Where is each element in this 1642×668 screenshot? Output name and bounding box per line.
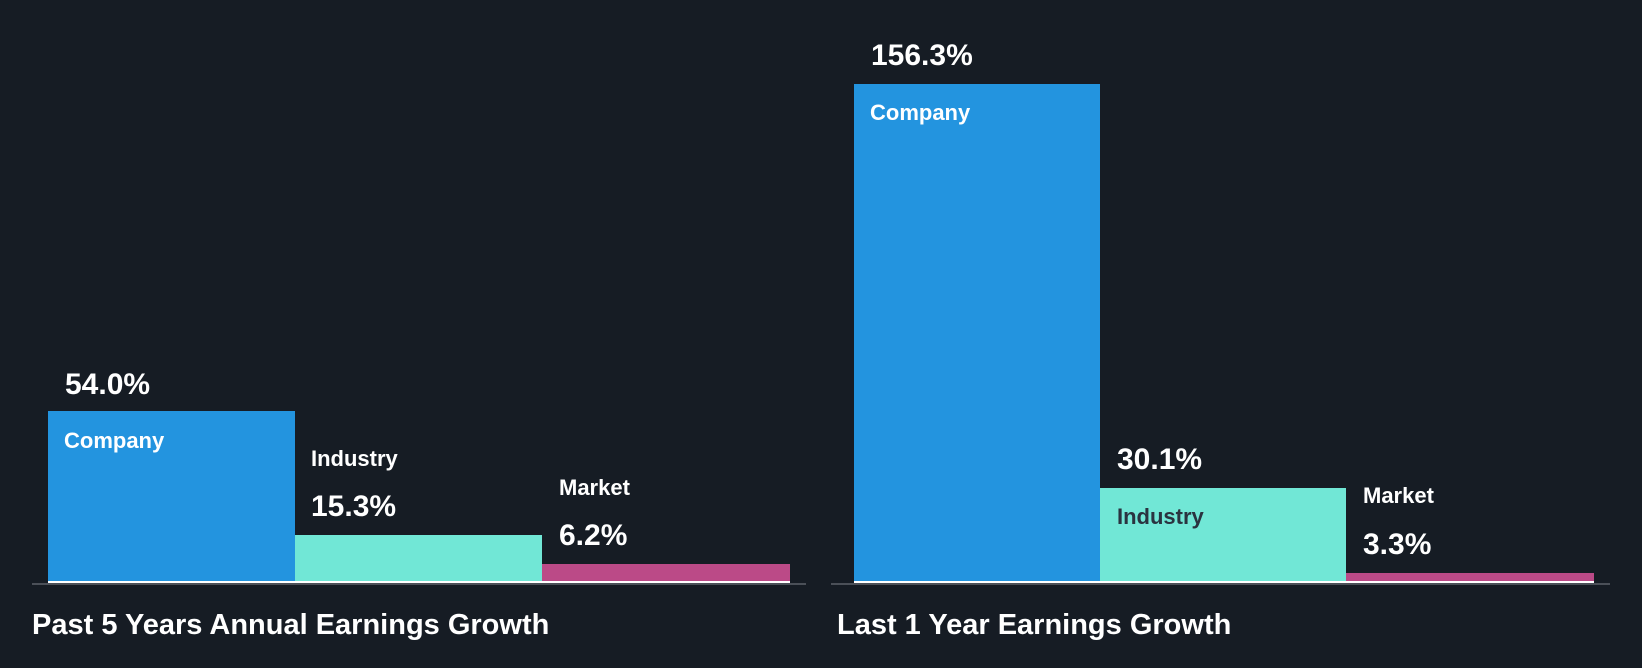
bar-company [854, 84, 1100, 581]
x-axis-baseline [32, 583, 806, 585]
bar-label-company: Company [64, 428, 165, 453]
chart-last-1-year: 156.3% Company 30.1% Industry Market 3.3… [821, 0, 1642, 668]
x-axis-baseline [831, 583, 1610, 585]
bar-label-market: Market [1363, 483, 1434, 508]
value-label-company: 156.3% [871, 39, 973, 72]
chart-title: Last 1 Year Earnings Growth [837, 609, 1232, 641]
bars-baseline [854, 581, 1594, 583]
chart-past-5-years: 54.0% Company Industry 15.3% Market 6.2%… [32, 368, 806, 641]
value-label-industry: 30.1% [1117, 443, 1203, 476]
value-label-industry: 15.3% [311, 490, 397, 523]
bar-label-industry: Industry [1117, 504, 1204, 529]
value-label-market: 3.3% [1363, 528, 1432, 561]
value-label-market: 6.2% [559, 519, 628, 552]
value-label-company: 54.0% [65, 368, 151, 401]
chart-title: Past 5 Years Annual Earnings Growth [32, 609, 550, 641]
bar-label-market: Market [559, 475, 630, 500]
bar-market [542, 564, 790, 581]
bar-label-company: Company [870, 100, 971, 125]
bars-baseline [48, 581, 790, 583]
bar-industry [295, 535, 542, 581]
bar-label-industry: Industry [311, 446, 398, 471]
bar-company [48, 411, 295, 581]
bar-market [1346, 573, 1594, 581]
bar-industry [1100, 488, 1346, 581]
